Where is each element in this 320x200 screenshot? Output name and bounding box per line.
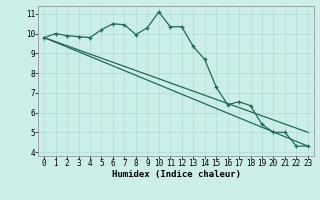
X-axis label: Humidex (Indice chaleur): Humidex (Indice chaleur) xyxy=(111,170,241,179)
